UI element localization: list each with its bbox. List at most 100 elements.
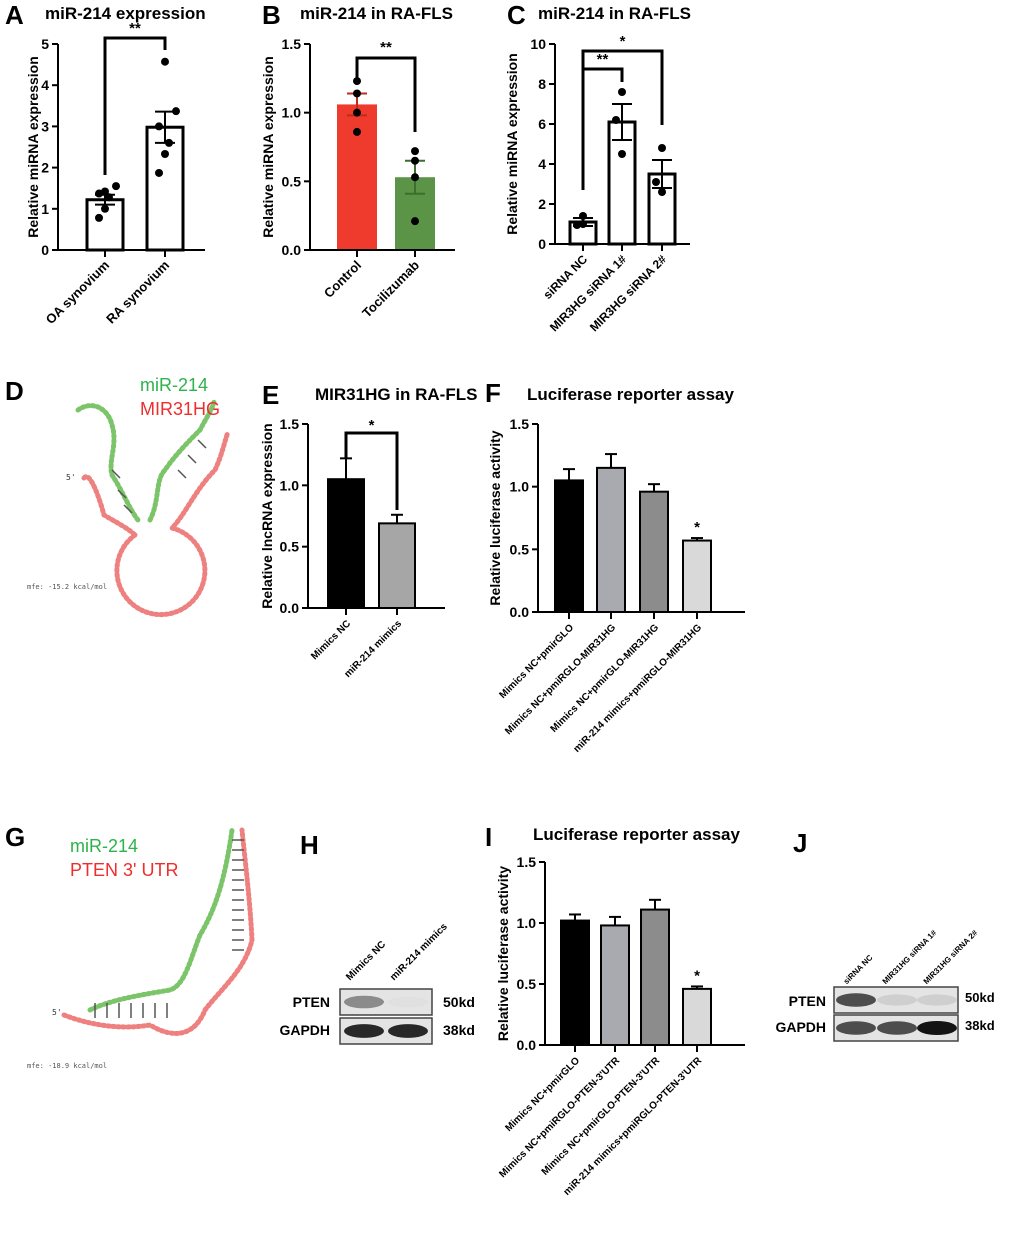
blot-h-band <box>344 1024 384 1038</box>
panel-letter-h: H <box>300 830 319 860</box>
significance-bracket <box>103 36 167 175</box>
x-tick-label: Tocilizumab <box>359 257 422 320</box>
bar-1 <box>554 479 584 613</box>
data-point <box>353 89 361 98</box>
data-point <box>612 116 620 124</box>
y-tick-label: 0.5 <box>282 173 302 189</box>
y-axis-label: Relative miRNA expression <box>504 53 520 235</box>
significance-label: ** <box>380 39 392 56</box>
chart-i: Luciferase reporter assay Relative lucife… <box>495 825 745 1198</box>
bar-3 <box>640 908 670 1047</box>
data-point <box>658 144 666 152</box>
significance-label: * <box>620 33 626 50</box>
data-point <box>573 221 581 229</box>
data-point <box>172 107 180 116</box>
panel-letter-d: D <box>5 376 24 406</box>
data-point <box>165 138 173 147</box>
y-axis-label: Relative miRNA expression <box>260 56 276 238</box>
data-point <box>101 187 109 196</box>
y-tick-label: 2 <box>41 160 49 176</box>
y-axis-label: Relative miRNA expression <box>25 56 41 238</box>
chart-e: MIR31HG in RA-FLS Relative lncRNA express… <box>259 385 477 680</box>
significance-label: * <box>369 417 375 434</box>
y-tick-label: 1.0 <box>517 915 537 931</box>
data-point <box>101 204 109 213</box>
significance-bracket <box>344 431 399 510</box>
y-axis-label: Relative lncRNA expression <box>259 423 275 608</box>
panel-letter-e: E <box>262 380 280 410</box>
significance-label: * <box>694 967 700 984</box>
blot-j-band <box>836 993 876 1007</box>
bar-3 <box>639 490 669 613</box>
blot-h-band <box>388 996 428 1008</box>
y-tick-label: 3 <box>41 118 49 134</box>
y-tick-label: 2 <box>538 196 546 212</box>
base-pair <box>111 469 121 479</box>
y-tick-label: 0.0 <box>282 242 302 258</box>
rna-g-mfe: mfe: -18.9 kcal/mol <box>27 1062 108 1070</box>
data-point <box>579 212 587 220</box>
x-tick-label: Mimics NC+pmirGLO <box>503 1055 582 1134</box>
base-pair <box>197 439 207 449</box>
rna-d-mir214-strand-2-backbone <box>149 401 215 521</box>
y-tick-label: 0.0 <box>517 1037 537 1053</box>
y-tick-label: 8 <box>538 76 546 92</box>
data-point <box>411 217 419 226</box>
data-point <box>112 182 120 191</box>
rna-d-mir214-strand <box>75 403 141 523</box>
data-point <box>411 147 419 156</box>
rna-g-legend-mir214: miR-214 <box>70 836 139 856</box>
blot-j-size-gapdh: 38kd <box>965 1018 995 1033</box>
data-point <box>353 108 361 117</box>
y-tick-label: 0.0 <box>280 600 300 616</box>
y-axis-label: Relative luciferase activity <box>487 430 503 605</box>
rna-d-five-prime: 5' <box>66 473 76 482</box>
data-point <box>161 57 169 66</box>
y-tick-label: 4 <box>538 156 546 172</box>
chart-title: miR-214 in RA-FLS <box>538 4 691 23</box>
panel-letter-i: I <box>485 822 493 852</box>
panel-letter-c: C <box>507 0 526 30</box>
y-tick-label: 1.5 <box>280 416 300 432</box>
rna-d-legend-mir31hg: MIR31HG <box>140 399 221 419</box>
y-tick-label: 1 <box>41 201 49 217</box>
bar-2 <box>600 924 630 1046</box>
blot-h-size-pten: 50kd <box>443 994 475 1010</box>
y-tick-label: 0 <box>538 236 546 252</box>
chart-a: miR-214 expression Relative miRNA express… <box>25 4 206 327</box>
blot-h-protein-gapdh: GAPDH <box>279 1022 330 1038</box>
base-pair <box>117 489 127 499</box>
bar-1 <box>327 478 365 610</box>
rna-d-mir31hg-strand-backbone <box>83 431 229 615</box>
data-point <box>353 127 361 136</box>
y-tick-label: 0.5 <box>510 541 530 557</box>
y-tick-label: 10 <box>530 36 546 52</box>
panel-letter-j: J <box>793 828 808 858</box>
data-point <box>658 188 666 196</box>
chart-c: miR-214 in RA-FLS Relative miRNA expressi… <box>504 4 691 334</box>
x-tick-label: MIR3HG siRNA 2# <box>587 252 669 334</box>
y-tick-label: 1.5 <box>510 416 530 432</box>
data-point <box>105 193 113 202</box>
bar-2 <box>596 466 626 613</box>
data-point <box>579 220 587 228</box>
blot-j-band <box>877 1021 917 1035</box>
rna-d-mir214-strand-backbone <box>77 405 139 521</box>
data-point <box>95 189 103 198</box>
rna-g-mir214-strand <box>87 827 235 1013</box>
data-point <box>652 178 660 186</box>
data-point <box>353 77 361 86</box>
panel-letter-b: B <box>262 0 281 30</box>
data-point <box>618 88 626 96</box>
base-pair <box>177 469 187 479</box>
y-tick-label: 1.0 <box>280 477 300 493</box>
bar-2 <box>378 522 416 609</box>
chart-title: Luciferase reporter assay <box>527 385 734 404</box>
bar-2 <box>145 125 185 252</box>
data-point <box>155 122 163 131</box>
rna-g-five-prime: 5' <box>52 1008 62 1017</box>
data-point <box>155 168 163 177</box>
rna-d-legend-mir214: miR-214 <box>140 375 209 395</box>
y-tick-label: 5 <box>41 36 49 52</box>
